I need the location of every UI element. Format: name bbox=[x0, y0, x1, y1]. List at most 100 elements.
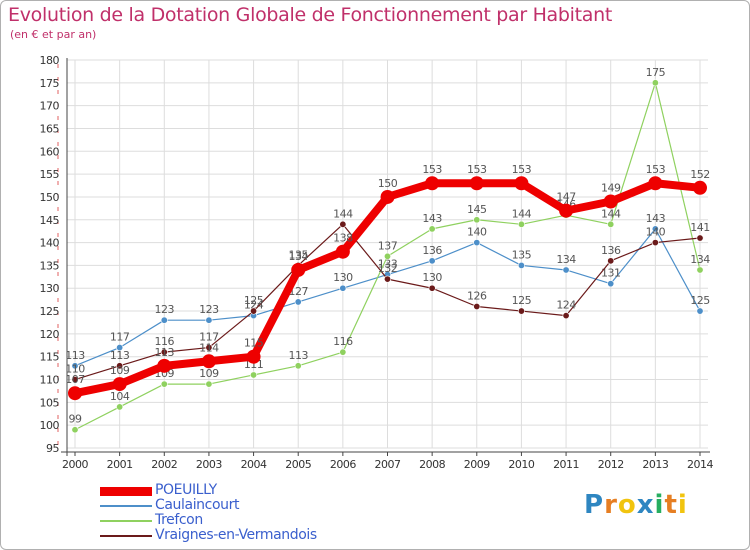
x-tick-label: 2009 bbox=[464, 458, 490, 471]
data-label: 140 bbox=[646, 226, 666, 239]
y-tick-label: 110 bbox=[40, 374, 60, 387]
data-label: 145 bbox=[467, 203, 487, 216]
data-point bbox=[205, 316, 213, 324]
data-point bbox=[294, 298, 302, 306]
data-label: 136 bbox=[422, 244, 442, 257]
data-point bbox=[68, 386, 82, 401]
y-tick-label: 115 bbox=[40, 351, 60, 364]
x-tick-label: 2004 bbox=[241, 458, 267, 471]
y-tick-label: 130 bbox=[40, 282, 60, 295]
legend-swatch bbox=[100, 505, 152, 507]
data-point bbox=[651, 239, 659, 247]
data-label: 116 bbox=[333, 335, 353, 348]
data-point bbox=[469, 176, 484, 191]
data-point bbox=[250, 371, 258, 379]
data-label: 153 bbox=[422, 163, 442, 176]
data-point bbox=[160, 316, 168, 324]
logo-letter: t bbox=[664, 490, 678, 520]
data-label: 152 bbox=[690, 168, 710, 181]
data-label: 114 bbox=[199, 341, 219, 354]
data-point bbox=[250, 307, 258, 315]
chart-subtitle: (en € et par an) bbox=[10, 28, 97, 41]
logo-letter: i bbox=[677, 490, 688, 520]
data-label: 125 bbox=[690, 294, 710, 307]
data-label: 175 bbox=[646, 66, 666, 79]
data-label: 113 bbox=[65, 349, 85, 362]
x-tick-label: 2003 bbox=[196, 458, 222, 471]
y-tick-label: 95 bbox=[46, 442, 59, 455]
data-point bbox=[157, 358, 172, 373]
data-label: 125 bbox=[244, 294, 264, 307]
data-label: 109 bbox=[110, 364, 130, 377]
data-point bbox=[116, 362, 124, 370]
data-point bbox=[693, 180, 707, 195]
data-label: 117 bbox=[110, 331, 130, 344]
data-label: 115 bbox=[244, 337, 264, 350]
x-tick-label: 2002 bbox=[151, 458, 177, 471]
data-point bbox=[291, 262, 306, 277]
y-tick-label: 145 bbox=[40, 214, 60, 227]
logo-letter: o bbox=[617, 490, 637, 520]
x-tick-label: 2006 bbox=[330, 458, 356, 471]
data-point bbox=[428, 257, 436, 265]
x-tick-label: 2007 bbox=[375, 458, 401, 471]
data-point bbox=[205, 380, 213, 388]
data-point bbox=[517, 261, 525, 269]
data-label: 107 bbox=[65, 373, 85, 386]
y-tick-label: 180 bbox=[40, 54, 60, 67]
x-tick-label: 2005 bbox=[285, 458, 311, 471]
y-tick-label: 155 bbox=[40, 168, 60, 181]
data-point bbox=[696, 234, 704, 242]
x-tick-label: 2012 bbox=[598, 458, 624, 471]
data-label: 124 bbox=[556, 299, 576, 312]
data-point bbox=[71, 362, 79, 370]
data-point bbox=[71, 376, 79, 384]
data-point bbox=[383, 275, 391, 283]
legend-label: Trefcon bbox=[155, 512, 203, 528]
data-label: 141 bbox=[690, 221, 710, 234]
data-point bbox=[514, 176, 529, 191]
data-label: 126 bbox=[467, 289, 487, 302]
data-point bbox=[160, 380, 168, 388]
x-tick-label: 2001 bbox=[107, 458, 133, 471]
proxiti-logo: Proxiti bbox=[584, 490, 688, 520]
logo-letter: x bbox=[636, 490, 655, 520]
data-point bbox=[339, 284, 347, 292]
data-point bbox=[562, 312, 570, 320]
data-point bbox=[648, 176, 663, 191]
data-point bbox=[562, 266, 570, 274]
data-label: 153 bbox=[512, 163, 532, 176]
data-label: 135 bbox=[512, 248, 532, 261]
data-label: 138 bbox=[333, 232, 353, 245]
data-label: 135 bbox=[288, 248, 308, 261]
logo-letter: r bbox=[604, 490, 618, 520]
data-label: 124 bbox=[244, 299, 264, 312]
data-label: 125 bbox=[512, 294, 532, 307]
data-point bbox=[425, 176, 440, 191]
data-label: 136 bbox=[601, 244, 621, 257]
y-tick-label: 150 bbox=[40, 191, 60, 204]
data-label: 131 bbox=[601, 267, 621, 280]
y-tick-label: 170 bbox=[40, 100, 60, 113]
y-tick-label: 100 bbox=[40, 419, 60, 432]
y-tick-label: 125 bbox=[40, 305, 60, 318]
data-point bbox=[696, 266, 704, 274]
data-label: 113 bbox=[155, 346, 175, 359]
data-label: 123 bbox=[199, 303, 219, 316]
y-tick-label: 140 bbox=[40, 237, 60, 250]
data-point bbox=[71, 426, 79, 434]
data-point bbox=[205, 344, 213, 352]
y-tick-label: 165 bbox=[40, 122, 60, 135]
y-tick-label: 160 bbox=[40, 145, 60, 158]
data-point bbox=[473, 216, 481, 224]
x-tick-label: 2014 bbox=[687, 458, 713, 471]
y-tick-label: 120 bbox=[40, 328, 60, 341]
y-tick-label: 135 bbox=[40, 259, 60, 272]
data-point bbox=[473, 239, 481, 247]
x-tick-label: 2008 bbox=[419, 458, 445, 471]
data-point bbox=[559, 203, 574, 218]
data-point bbox=[383, 252, 391, 260]
legend-label: POEUILLY bbox=[155, 482, 217, 498]
data-point bbox=[603, 194, 618, 209]
x-tick-label: 2011 bbox=[553, 458, 579, 471]
